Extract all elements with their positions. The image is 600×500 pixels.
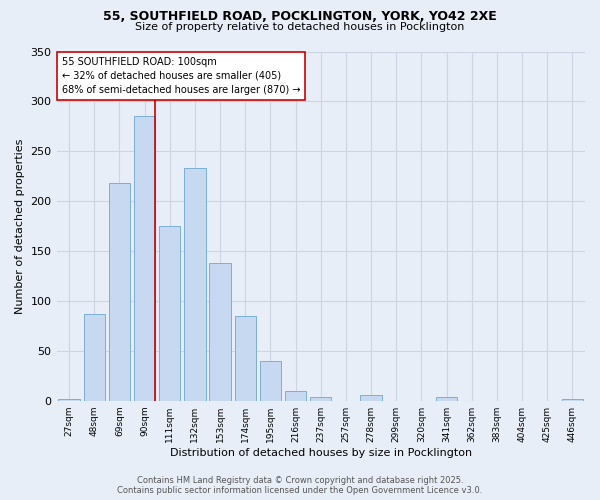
Bar [562,398,583,400]
Bar [83,314,105,400]
Text: 55 SOUTHFIELD ROAD: 100sqm
← 32% of detached houses are smaller (405)
68% of sem: 55 SOUTHFIELD ROAD: 100sqm ← 32% of deta… [62,56,301,94]
Text: Contains HM Land Registry data © Crown copyright and database right 2025.
Contai: Contains HM Land Registry data © Crown c… [118,476,482,495]
Bar [109,183,130,400]
Bar [134,116,155,401]
Bar [235,316,256,400]
Bar [58,398,80,400]
Bar [310,396,331,400]
Bar [361,394,382,400]
Bar [209,263,231,400]
Text: 55, SOUTHFIELD ROAD, POCKLINGTON, YORK, YO42 2XE: 55, SOUTHFIELD ROAD, POCKLINGTON, YORK, … [103,10,497,23]
Bar [260,361,281,401]
Y-axis label: Number of detached properties: Number of detached properties [15,138,25,314]
Bar [285,390,307,400]
Text: Size of property relative to detached houses in Pocklington: Size of property relative to detached ho… [136,22,464,32]
Bar [436,396,457,400]
Bar [184,168,206,400]
Bar [159,226,181,400]
X-axis label: Distribution of detached houses by size in Pocklington: Distribution of detached houses by size … [170,448,472,458]
